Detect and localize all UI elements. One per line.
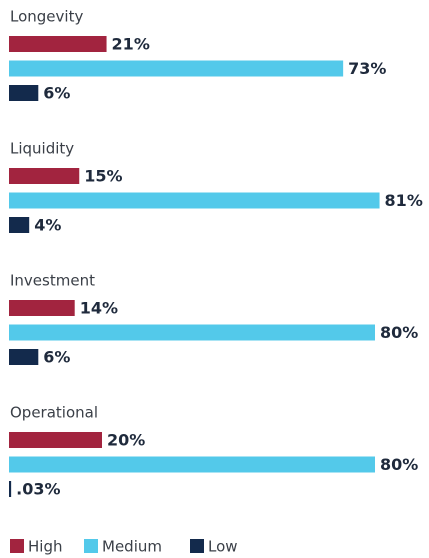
bar <box>9 300 75 316</box>
value-label: 15% <box>84 167 122 186</box>
legend-label: Low <box>208 538 238 556</box>
bar <box>9 217 30 233</box>
category-label: Longevity <box>10 8 83 26</box>
bar <box>9 192 380 209</box>
bar <box>9 60 344 77</box>
value-label: 6% <box>43 84 70 103</box>
value-label: 20% <box>107 431 145 450</box>
value-label: 14% <box>80 299 118 318</box>
value-label: 73% <box>348 59 386 78</box>
bar <box>9 85 39 101</box>
bar <box>9 324 375 341</box>
legend-swatch <box>84 539 98 553</box>
value-label: 6% <box>43 348 70 367</box>
category-label: Operational <box>10 404 98 422</box>
bar <box>9 432 102 448</box>
value-label: .03% <box>16 480 60 499</box>
bar <box>9 168 80 184</box>
value-label: 4% <box>34 216 61 235</box>
bar <box>9 349 39 365</box>
bar <box>9 36 107 52</box>
legend-swatch <box>10 539 24 553</box>
value-label: 81% <box>385 191 423 210</box>
value-label: 80% <box>380 455 418 474</box>
category-label: Investment <box>10 272 95 290</box>
legend-label: High <box>28 538 62 556</box>
bar <box>9 456 375 473</box>
category-label: Liquidity <box>10 140 74 158</box>
legend-label: Medium <box>102 538 162 556</box>
legend-swatch <box>190 539 204 553</box>
value-label: 80% <box>380 323 418 342</box>
value-label: 21% <box>112 35 150 54</box>
